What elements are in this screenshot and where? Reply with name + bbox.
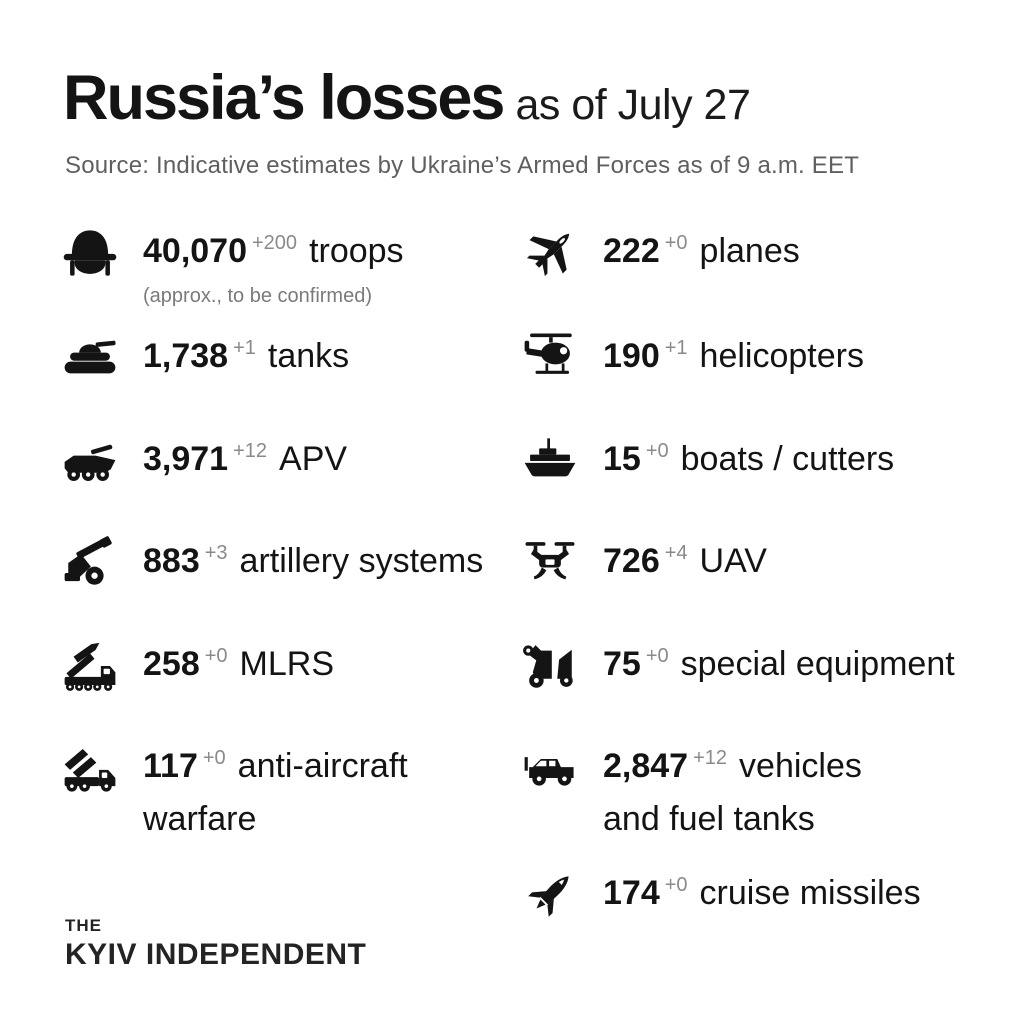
stat-delta: +12 [233, 440, 268, 462]
stat-text: 190 +1 helicopters [603, 325, 1024, 385]
stat-delta: +12 [693, 747, 728, 769]
stat-delta: +200 [252, 232, 298, 254]
anti-aircraft-icon [55, 737, 125, 799]
stat-label: APV [279, 440, 348, 478]
stat-row-anti-aircraft: 117 +0 anti-aircraft warfare [55, 735, 573, 843]
stat-label: planes [699, 232, 800, 270]
stat-value: 2,847 [603, 747, 689, 785]
stat-text: 1,738 +1 tanks [143, 325, 573, 385]
stat-value: 75 [603, 645, 641, 683]
logo-the: THE [65, 916, 102, 935]
stat-row-artillery: 883 +3 artillery systems [55, 530, 573, 594]
fighter-jet-icon [515, 222, 585, 284]
stat-label: special equipment [680, 645, 955, 683]
stat-delta: +0 [645, 645, 669, 667]
cruise-missile-icon [515, 864, 585, 926]
stat-value: 883 [143, 542, 200, 580]
stat-value: 40,070 [143, 232, 247, 270]
stat-value: 15 [603, 440, 641, 478]
stat-text: 726 +4 UAV [603, 530, 1024, 590]
stat-value: 174 [603, 874, 660, 912]
stat-row-tanks: 1,738 +1 tanks [55, 325, 573, 389]
stat-text: 75 +0 special equipment [603, 633, 1024, 693]
stat-text: 2,847 +12 vehicles and fuel tanks [603, 735, 1024, 843]
stat-label: vehicles [739, 747, 862, 785]
stat-row-helicopters: 190 +1 helicopters [515, 325, 1024, 389]
logo-name: KYIV INDEPENDENT [65, 938, 367, 971]
helicopter-icon [515, 327, 585, 389]
tank-icon [55, 327, 125, 389]
stat-row-planes: 222 +0 planes [515, 220, 1024, 284]
stat-delta: +1 [233, 337, 256, 359]
stat-row-apv: 3,971 +12 APV [55, 428, 573, 492]
stat-label: MLRS [239, 645, 335, 683]
boat-icon [515, 430, 585, 492]
kyiv-independent-logo: THE KYIV INDEPENDENT [65, 916, 366, 972]
stat-label: tanks [267, 337, 350, 375]
stat-text: 117 +0 anti-aircraft warfare [143, 735, 573, 843]
mlrs-icon [55, 635, 125, 697]
stat-value: 1,738 [143, 337, 229, 375]
stat-delta: +1 [664, 337, 688, 359]
drone-icon [515, 532, 585, 594]
stat-label: UAV [699, 542, 767, 580]
stat-delta: +0 [202, 747, 226, 769]
stat-delta: +0 [664, 874, 688, 896]
stat-row-uav: 726 +4 UAV [515, 530, 1024, 594]
helmet-icon [55, 222, 125, 284]
stat-label: boats / cutters [680, 440, 895, 478]
apv-icon [55, 430, 125, 492]
stat-text: 15 +0 boats / cutters [603, 428, 1024, 488]
stat-delta: +0 [664, 232, 688, 254]
stat-delta: +4 [664, 542, 688, 564]
page-title-suffix: as of July 27 [515, 81, 751, 129]
stat-delta: +3 [204, 542, 228, 564]
stat-label: artillery systems [239, 542, 484, 580]
stat-value: 117 [143, 747, 198, 785]
stat-row-special-equipment: 75 +0 special equipment [515, 633, 1024, 697]
stat-value: 190 [603, 337, 660, 375]
stat-text: 883 +3 artillery systems [143, 530, 573, 590]
stat-text: 258 +0 MLRS [143, 633, 573, 693]
stat-delta: +0 [645, 440, 669, 462]
stat-label: cruise missiles [699, 874, 921, 912]
jeep-icon [515, 737, 585, 799]
stat-row-boats: 15 +0 boats / cutters [515, 428, 1024, 492]
stat-text: 174 +0 cruise missiles [603, 862, 1024, 922]
source-line: Source: Indicative estimates by Ukraine’… [65, 152, 860, 179]
stat-text: 222 +0 planes [603, 220, 1024, 280]
stat-label-line2: warfare [143, 800, 257, 838]
stat-value: 258 [143, 645, 200, 683]
stat-delta: +0 [204, 645, 228, 667]
page-header: Russia’s losses as of July 27 [63, 62, 751, 134]
stat-label-line2: and fuel tanks [603, 800, 815, 838]
stat-row-mlrs: 258 +0 MLRS [55, 633, 573, 697]
page-title: Russia’s losses [63, 63, 505, 133]
stat-label: troops [309, 232, 404, 270]
stat-note: (approx., to be confirmed) [143, 285, 372, 307]
stat-value: 222 [603, 232, 660, 270]
stat-text: 40,070 +200 troops (approx., to be confirm… [143, 220, 573, 309]
stat-label: anti-aircraft [237, 747, 408, 785]
stat-text: 3,971 +12 APV [143, 428, 573, 488]
stat-label: helicopters [699, 337, 864, 375]
stat-value: 3,971 [143, 440, 229, 478]
stat-value: 726 [603, 542, 660, 580]
stat-row-cruise-missiles: 174 +0 cruise missiles [515, 862, 1024, 926]
stat-row-vehicles: 2,847 +12 vehicles and fuel tanks [515, 735, 1024, 843]
artillery-icon [55, 532, 125, 594]
stat-row-troops: 40,070 +200 troops (approx., to be confirm… [55, 220, 573, 309]
tow-truck-icon [515, 635, 585, 697]
